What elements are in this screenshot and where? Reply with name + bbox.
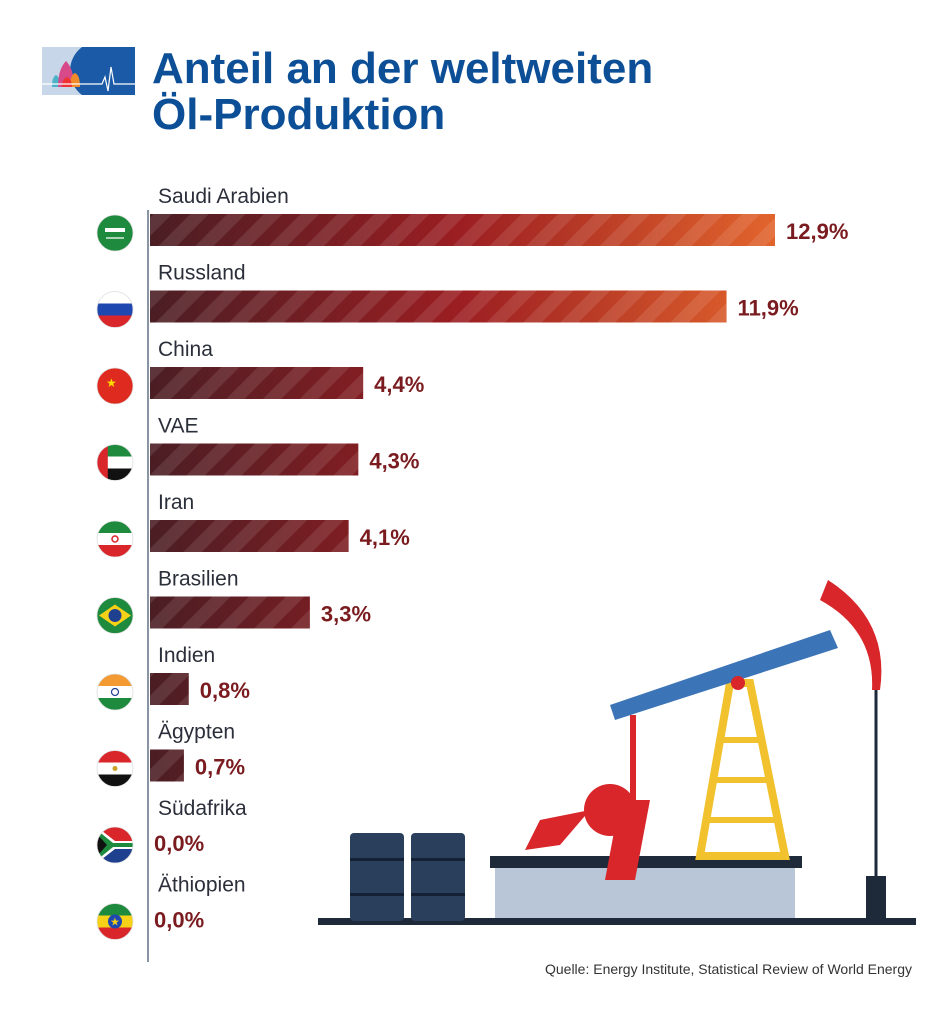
category-label: Russland [158,262,246,285]
bar-stripes [150,290,727,323]
bar-stripes [150,673,189,705]
oil-barrel-icon [411,833,465,921]
logo-icon [42,47,135,95]
value-label: 11,9% [738,296,799,321]
brazil-flag-icon [96,597,134,634]
value-label: 12,9% [786,219,848,244]
page-title: Anteil an der weltweiten Öl-Produktion [152,46,653,138]
iran-flag-icon [96,520,134,558]
russia-flag-icon [96,291,134,328]
category-label: China [158,338,213,361]
china-flag-icon: ★ [96,367,134,405]
ethiopia-flag-icon: ★ [96,903,134,940]
bar-stripes [150,596,310,629]
value-label: 0,7% [195,755,245,780]
value-label: 4,1% [360,525,410,550]
title-line-2: Öl-Produktion [152,90,446,139]
value-label: 0,0% [154,908,204,933]
bar-stripes [150,443,359,476]
category-label: Saudi Arabien [158,185,289,208]
svg-text:★: ★ [110,917,120,929]
source-note: Quelle: Energy Institute, Statistical Re… [544,961,912,977]
value-label: 3,3% [321,602,371,627]
category-label: Südafrika [158,797,247,820]
category-label: Äthiopien [158,874,246,897]
value-label: 0,0% [154,831,204,856]
south-africa-flag-icon [96,826,134,864]
category-label: Iran [158,491,194,514]
bar-stripes [150,214,775,246]
india-flag-icon [96,673,134,711]
bar-stripes [150,749,184,782]
category-label: Ägypten [158,721,235,744]
oil-barrel-icon [350,833,404,921]
category-label: Brasilien [158,568,239,591]
value-label: 4,4% [374,372,424,397]
saudi-arabia-flag-icon [96,214,134,252]
value-label: 0,8% [200,678,250,703]
bar-stripes [150,367,364,399]
oil-pump-illustration [318,580,916,925]
category-label: VAE [158,415,198,438]
bar-stripes [150,520,349,552]
uae-flag-icon [96,444,134,481]
category-label: Indien [158,644,215,667]
title-line-1: Anteil an der weltweiten [152,44,654,93]
egypt-flag-icon [96,750,134,787]
value-label: 4,3% [369,449,419,474]
svg-text:★: ★ [106,376,117,390]
